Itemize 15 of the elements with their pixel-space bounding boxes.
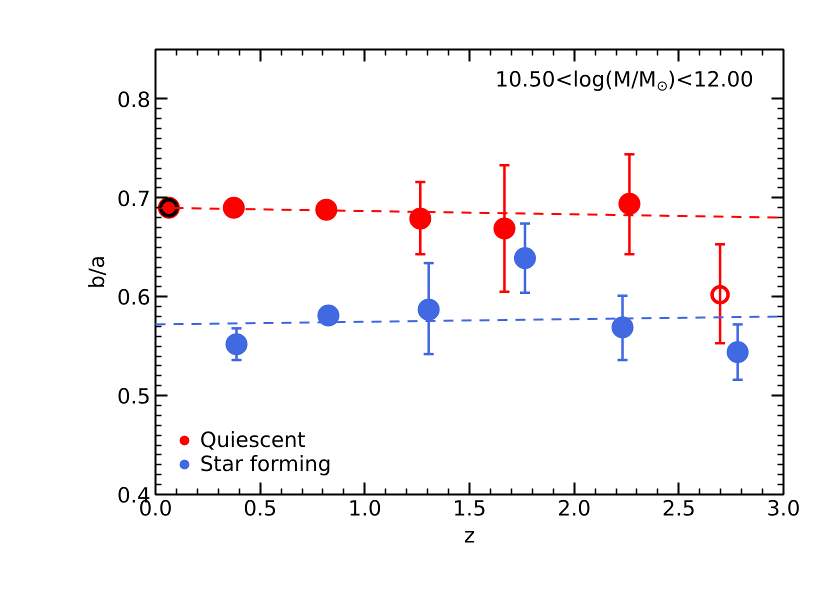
- x-tick-label: 2.5: [662, 496, 696, 520]
- x-tick-label: 2.0: [557, 496, 591, 520]
- x-tick-label: 3.0: [766, 496, 800, 520]
- legend-label: Quiescent: [200, 428, 306, 452]
- x-tick-label: 0.5: [243, 496, 277, 520]
- legend-label: Star forming: [200, 452, 332, 476]
- y-tick-label: 0.8: [117, 88, 151, 112]
- x-axis-title: z: [464, 524, 476, 548]
- y-tick-label: 0.5: [117, 384, 151, 409]
- x-tick-label: 1.5: [452, 496, 486, 520]
- x-tick-label: 1.0: [348, 496, 382, 520]
- annotation: 10.50<log(M/M⊙)<12.00: [495, 68, 754, 94]
- y-tick-label: 0.6: [117, 286, 151, 310]
- y-tick-label: 0.7: [117, 186, 151, 211]
- y-axis-title: b/a: [85, 255, 110, 289]
